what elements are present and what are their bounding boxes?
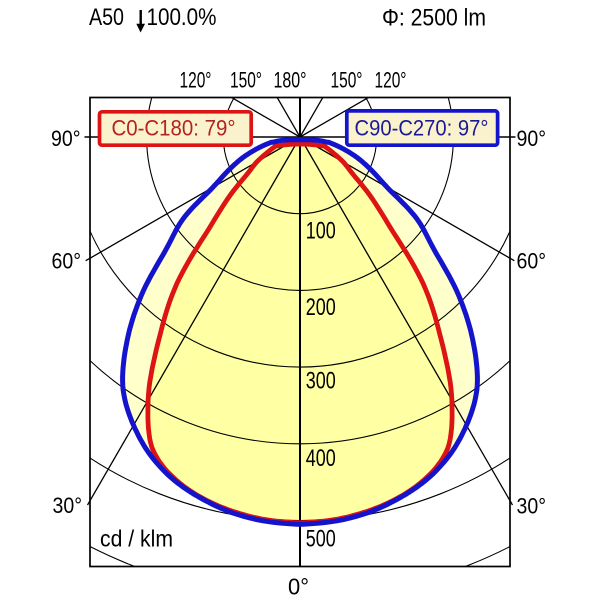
svg-text:30°: 30° (517, 494, 547, 519)
svg-text:90°: 90° (51, 126, 81, 151)
svg-text:60°: 60° (52, 249, 82, 274)
svg-text:90°: 90° (517, 126, 547, 151)
svg-text:cd / klm: cd / klm (100, 526, 173, 552)
svg-text:60°: 60° (517, 249, 547, 274)
svg-text:100: 100 (306, 218, 336, 245)
svg-text:C90-C270: 97°: C90-C270: 97° (355, 116, 489, 141)
svg-text:A50: A50 (89, 4, 124, 31)
svg-text:30°: 30° (53, 493, 83, 518)
svg-text:400: 400 (306, 445, 336, 472)
svg-text:150°: 150° (230, 68, 262, 93)
svg-text:100.0%: 100.0% (147, 4, 217, 31)
svg-text:Φ: 2500 lm: Φ: 2500 lm (382, 4, 486, 31)
svg-text:C0-C180: 79°: C0-C180: 79° (112, 116, 236, 141)
svg-text:0°: 0° (288, 574, 309, 600)
svg-text:120°: 120° (180, 68, 212, 93)
svg-text:300: 300 (306, 368, 336, 395)
svg-text:150°: 150° (331, 68, 363, 93)
svg-text:200: 200 (306, 294, 336, 321)
svg-text:180°: 180° (274, 68, 307, 93)
svg-text:500: 500 (306, 526, 336, 553)
svg-text:120°: 120° (375, 68, 407, 93)
